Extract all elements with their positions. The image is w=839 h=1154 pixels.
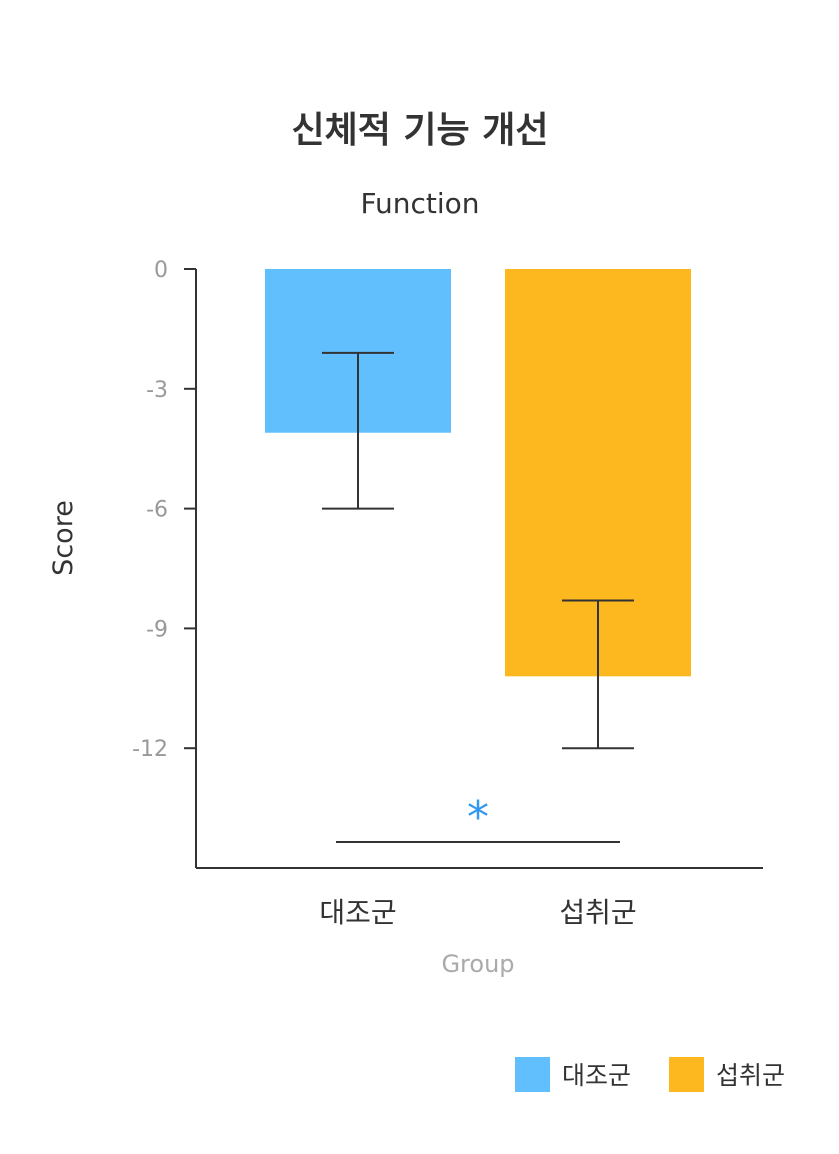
axes-group: 0 -3 -6 -9 -12 bbox=[132, 258, 763, 869]
category-label-1: 대조군 bbox=[319, 896, 396, 929]
category-label-2: 섭취군 bbox=[559, 896, 636, 929]
y-tick-label-4: -12 bbox=[132, 737, 168, 762]
error-bar-2 bbox=[562, 599, 634, 750]
legend-swatch-2 bbox=[669, 1057, 704, 1092]
chart-subtitle: Function bbox=[360, 187, 479, 220]
legend-item-1: 대조군 bbox=[515, 1057, 631, 1092]
significance-marker: * bbox=[467, 792, 489, 843]
legend-item-2: 섭취군 bbox=[669, 1057, 785, 1092]
y-axis-label: Score bbox=[48, 500, 79, 576]
bars-group bbox=[265, 269, 691, 677]
legend-label-1: 대조군 bbox=[562, 1061, 631, 1090]
legend-label-2: 섭취군 bbox=[716, 1061, 785, 1090]
category-labels-group: 대조군 섭취군 bbox=[319, 896, 636, 929]
y-tick-label-3: -9 bbox=[146, 617, 168, 642]
error-bar-1 bbox=[322, 351, 394, 510]
y-tick-label-1: -3 bbox=[146, 378, 168, 403]
x-axis-label: Group bbox=[441, 950, 514, 978]
legend: 대조군 섭취군 bbox=[515, 1057, 785, 1092]
chart-title: 신체적 기능 개선 bbox=[292, 110, 549, 151]
error-bars-group bbox=[322, 351, 634, 750]
y-tick-label-0: 0 bbox=[154, 258, 168, 283]
y-tick-label-2: -6 bbox=[146, 498, 168, 523]
legend-swatch-1 bbox=[515, 1057, 550, 1092]
